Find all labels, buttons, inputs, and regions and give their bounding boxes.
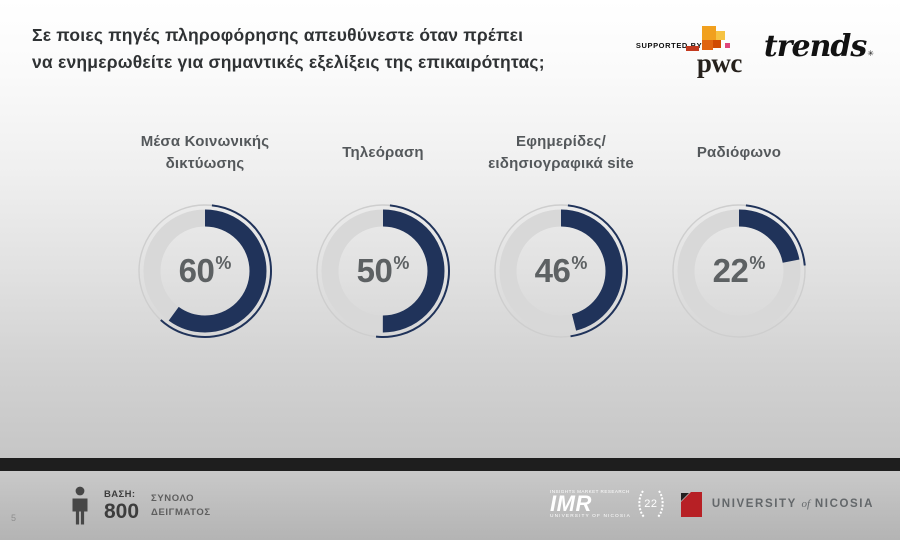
laurel-badge-22: 22 [636,486,666,522]
donut-value-number: 22 [712,252,749,289]
supported-by-label: SUPPORTED BY [635,41,703,50]
footer-logos: INSIGHTS MARKET RESEARCH IMR UNIVERSITY … [550,486,874,522]
chart-label-line: Τηλεόραση [342,144,424,162]
donut-ring-icon [138,204,272,338]
laurel-badge-number: 22 [644,498,658,510]
chart-label-television: Τηλεόραση [342,122,424,184]
percent-sign: % [393,252,410,273]
person-icon [72,486,88,525]
sample-description: ΣΥΝΟΛΟ ΔΕΙΓΜΑΤΟΣ [151,492,211,521]
donut-chart-social-media: Μέσα Κοινωνικής δικτύωσης 60% [116,122,294,346]
donut-chart-television: Τηλεόραση 50% [294,122,472,346]
donut-newspapers: 46% [486,196,636,346]
uon-wordmark: UNIVERSITY of NICOSIA [712,498,874,510]
chart-label-line: Εφημερίδες/ [515,133,607,151]
donut-value: 22% [664,196,814,346]
page-title: Σε ποιες πηγές πληροφόρησης απευθύνεστε … [32,22,545,82]
uon-shield-icon [680,491,702,517]
donut-chart-radio: Ραδιόφωνο 22% [650,122,828,346]
laurel-wreath-icon [638,490,664,518]
uon-of-word: of [801,498,811,510]
university-of-nicosia-logo: UNIVERSITY of NICOSIA [679,491,874,518]
donut-ring-icon [316,204,450,338]
imr-wordmark: IMR [550,490,592,516]
main-area: Σε ποιες πηγές πληροφόρησης απευθύνεστε … [0,0,900,458]
base-label: ΒΑΣΗ: [104,488,136,500]
imr-tagline: INSIGHTS MARKET RESEARCH [550,488,630,494]
donut-ring-icon [494,204,628,338]
donut-value: 50% [308,196,458,346]
brand-logos: SUPPORTED BY pwc trends✳ [636,24,874,82]
header: Σε ποιες πηγές πληροφόρησης απευθύνεστε … [0,0,900,82]
page-number: 5 [11,513,17,523]
donut-value-number: 46 [534,252,571,289]
uon-nicosia-word: NICOSIA [814,498,874,510]
chart-label-line: Μέσα Κοινωνικής [140,133,270,151]
footer: 5 ΒΑΣΗ: 800 ΣΥΝΟΛΟ ΔΕΙΓΜΑΤΟΣ INSIGHTS MA… [0,471,900,540]
imr-logo: INSIGHTS MARKET RESEARCH IMR UNIVERSITY … [550,486,666,522]
sample-base-info: ΒΑΣΗ: 800 ΣΥΝΟΛΟ ΔΕΙΓΜΑΤΟΣ [68,486,211,526]
pwc-wordmark: pwc [696,48,743,78]
chart-label-line: Ραδιόφωνο [696,144,782,162]
base-figures: ΒΑΣΗ: 800 [104,490,139,523]
donut-value-number: 60 [178,252,215,289]
donut-chart-newspapers: Εφημερίδες/ ειδησιογραφικά site 46% [472,122,650,346]
pwc-logo: SUPPORTED BY pwc [636,24,748,82]
percent-sign: % [215,252,232,273]
chart-label-newspapers: Εφημερίδες/ ειδησιογραφικά site [488,122,634,184]
footer-divider-bar [0,458,900,471]
donut-radio: 22% [664,196,814,346]
imr-subline: UNIVERSITY OF NICOSIA [550,514,631,520]
chart-label-line: δικτύωσης [165,155,245,172]
trends-wordmark: trends [763,29,867,64]
donut-television: 50% [308,196,458,346]
donut-value: 60% [130,196,280,346]
uon-university-word: UNIVERSITY [711,498,797,510]
percent-sign: % [749,252,766,273]
chart-label-radio: Ραδιόφωνο [697,122,781,184]
donut-value: 46% [486,196,636,346]
title-line-2: να ενημερωθείτε για σημαντικές εξελίξεις… [32,52,545,73]
imr-text: INSIGHTS MARKET RESEARCH IMR UNIVERSITY … [550,489,631,520]
donut-ring-icon [672,204,806,338]
chart-label-social-media: Μέσα Κοινωνικής δικτύωσης [141,122,270,184]
donut-social-media: 60% [130,196,280,346]
trends-star-mark: ✳ [867,49,874,58]
title-line-1: Σε ποιες πηγές πληροφόρησης απευθύνεστε … [32,25,524,45]
trends-logo: trends✳ [764,32,874,62]
chart-label-line: ειδησιογραφικά site [488,155,634,172]
donut-value-number: 50 [356,252,393,289]
donut-charts-row: Μέσα Κοινωνικής δικτύωσης 60% [0,122,900,346]
sample-line: ΣΥΝΟΛΟ [151,492,195,504]
percent-sign: % [571,252,588,273]
base-value: 800 [104,500,140,524]
pwc-blocks-icon [685,26,730,51]
sample-line: ΔΕΙΓΜΑΤΟΣ [151,507,211,518]
